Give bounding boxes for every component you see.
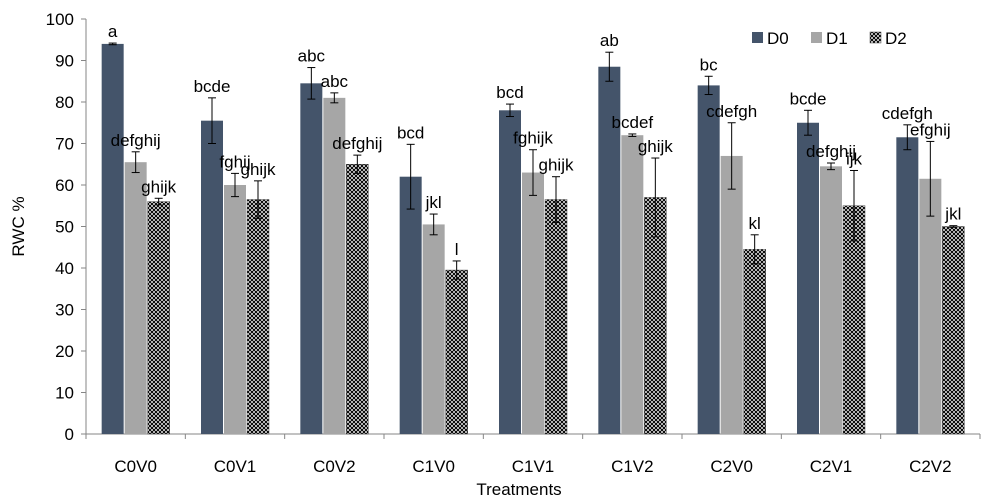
y-tick-label: 10 (55, 384, 74, 403)
bar-d0-c2v1 (797, 122, 819, 434)
bar-d2-c1v0 (445, 269, 468, 435)
data-label-d1: defghij (111, 131, 161, 150)
data-label-d2: kl (749, 214, 761, 233)
legend-swatch-d1 (811, 32, 822, 43)
bar-d2-c2v0 (743, 249, 766, 435)
data-label-d1: cdefgh (706, 102, 757, 121)
y-tick-label: 50 (55, 218, 74, 237)
y-tick-label: 20 (55, 342, 74, 361)
y-tick-label: 100 (46, 10, 74, 29)
bar-d1-c2v2 (919, 178, 942, 434)
x-tick-label: C1V2 (611, 457, 654, 476)
data-label-d1: defghij (806, 142, 856, 161)
bar-d1-c1v0 (422, 224, 445, 434)
y-tick-label: 80 (55, 93, 74, 112)
y-tick-label: 40 (55, 259, 74, 278)
y-tick-label: 90 (55, 52, 74, 71)
legend-label-d0: D0 (767, 29, 789, 48)
legend: D0 D1 D2 (752, 29, 907, 48)
y-tick-label: 60 (55, 176, 74, 195)
data-label-d0: bcd (496, 83, 523, 102)
bar-d0-c2v2 (896, 137, 919, 434)
x-tick-label: C0V1 (214, 457, 257, 476)
data-label-d2: ghijk (539, 156, 574, 175)
bar-d2-c0v0 (147, 201, 170, 435)
bar-d1-c2v0 (720, 155, 743, 434)
bar-d2-c0v2 (346, 164, 369, 435)
x-tick-label: C2V1 (810, 457, 853, 476)
legend-label-d2: D2 (885, 29, 907, 48)
data-label-d2: ghijk (141, 177, 176, 196)
data-label-d1: fghijk (513, 129, 553, 148)
data-label-d2: ghijk (638, 137, 673, 156)
data-label-d0: ab (600, 31, 619, 50)
bar-d0-c2v0 (697, 85, 720, 435)
legend-swatch-d0 (752, 32, 763, 43)
y-tick-label: 30 (55, 301, 74, 320)
bar-d1-c1v2 (621, 135, 644, 434)
data-label-d0: bcde (194, 77, 231, 96)
data-label-d1: fghij (219, 152, 250, 171)
bar-d0-c1v2 (598, 66, 621, 434)
x-tick-label: C2V0 (710, 457, 753, 476)
data-label-d1: bcdef (612, 113, 654, 132)
bar-d0-c0v0 (101, 43, 124, 435)
bars: adefghijghijkbcdefghijghijkabcabcdefghij… (101, 22, 965, 435)
data-label-d1: jkl (425, 193, 442, 212)
bar-d1-c0v0 (124, 162, 147, 435)
x-axis-title: Treatments (476, 480, 561, 499)
data-label-d2: l (455, 240, 459, 259)
x-tick-label: C2V2 (909, 457, 952, 476)
bar-d2-c1v1 (544, 199, 568, 435)
y-tick-label: 0 (65, 425, 74, 444)
y-axis-title-group: RWC % (9, 196, 28, 256)
legend-label-d1: D1 (826, 29, 848, 48)
data-label-d2: ijk (846, 149, 863, 168)
data-label-d2: jkl (944, 205, 961, 224)
data-label-d0: a (108, 22, 118, 41)
x-tick-label: C1V1 (512, 457, 555, 476)
data-label-d0: bc (700, 55, 718, 74)
bar-d0-c1v1 (499, 110, 521, 435)
data-label-d0: bcde (790, 89, 827, 108)
bar-d2-c2v2 (942, 226, 965, 435)
data-label-d2: ghijk (241, 160, 276, 179)
data-label-d1: efghij (910, 120, 951, 139)
bar-d1-c1v1 (522, 172, 544, 435)
x-tick-label: C1V0 (412, 457, 455, 476)
x-axis-title-group: Treatments (476, 480, 561, 499)
legend-swatch-d2 (869, 31, 882, 44)
bar-d1-c0v2 (323, 97, 346, 434)
data-label-d0: cdefgh (882, 104, 933, 123)
bar-d0-c0v1 (201, 120, 223, 435)
bar-d1-c2v1 (820, 166, 842, 434)
bar-d0-c0v2 (300, 83, 323, 434)
y-axis-title: RWC % (9, 196, 28, 256)
data-label-d0: abc (298, 47, 326, 66)
y-tick-label: 70 (55, 135, 74, 154)
bar-d1-c0v1 (224, 185, 246, 434)
axes: 0 10 20 30 40 50 60 70 80 90 100 C0V0 C0V1 C0V2 C1V0 C1… (46, 10, 981, 476)
data-label-d0: bcd (397, 123, 424, 142)
data-label-d1: abc (321, 72, 349, 91)
bar-d0-c1v0 (399, 176, 422, 434)
x-tick-label: C0V0 (114, 457, 157, 476)
bar-d2-c0v1 (246, 199, 270, 435)
data-label-d2: defghij (332, 134, 382, 153)
x-tick-label: C0V2 (313, 457, 356, 476)
